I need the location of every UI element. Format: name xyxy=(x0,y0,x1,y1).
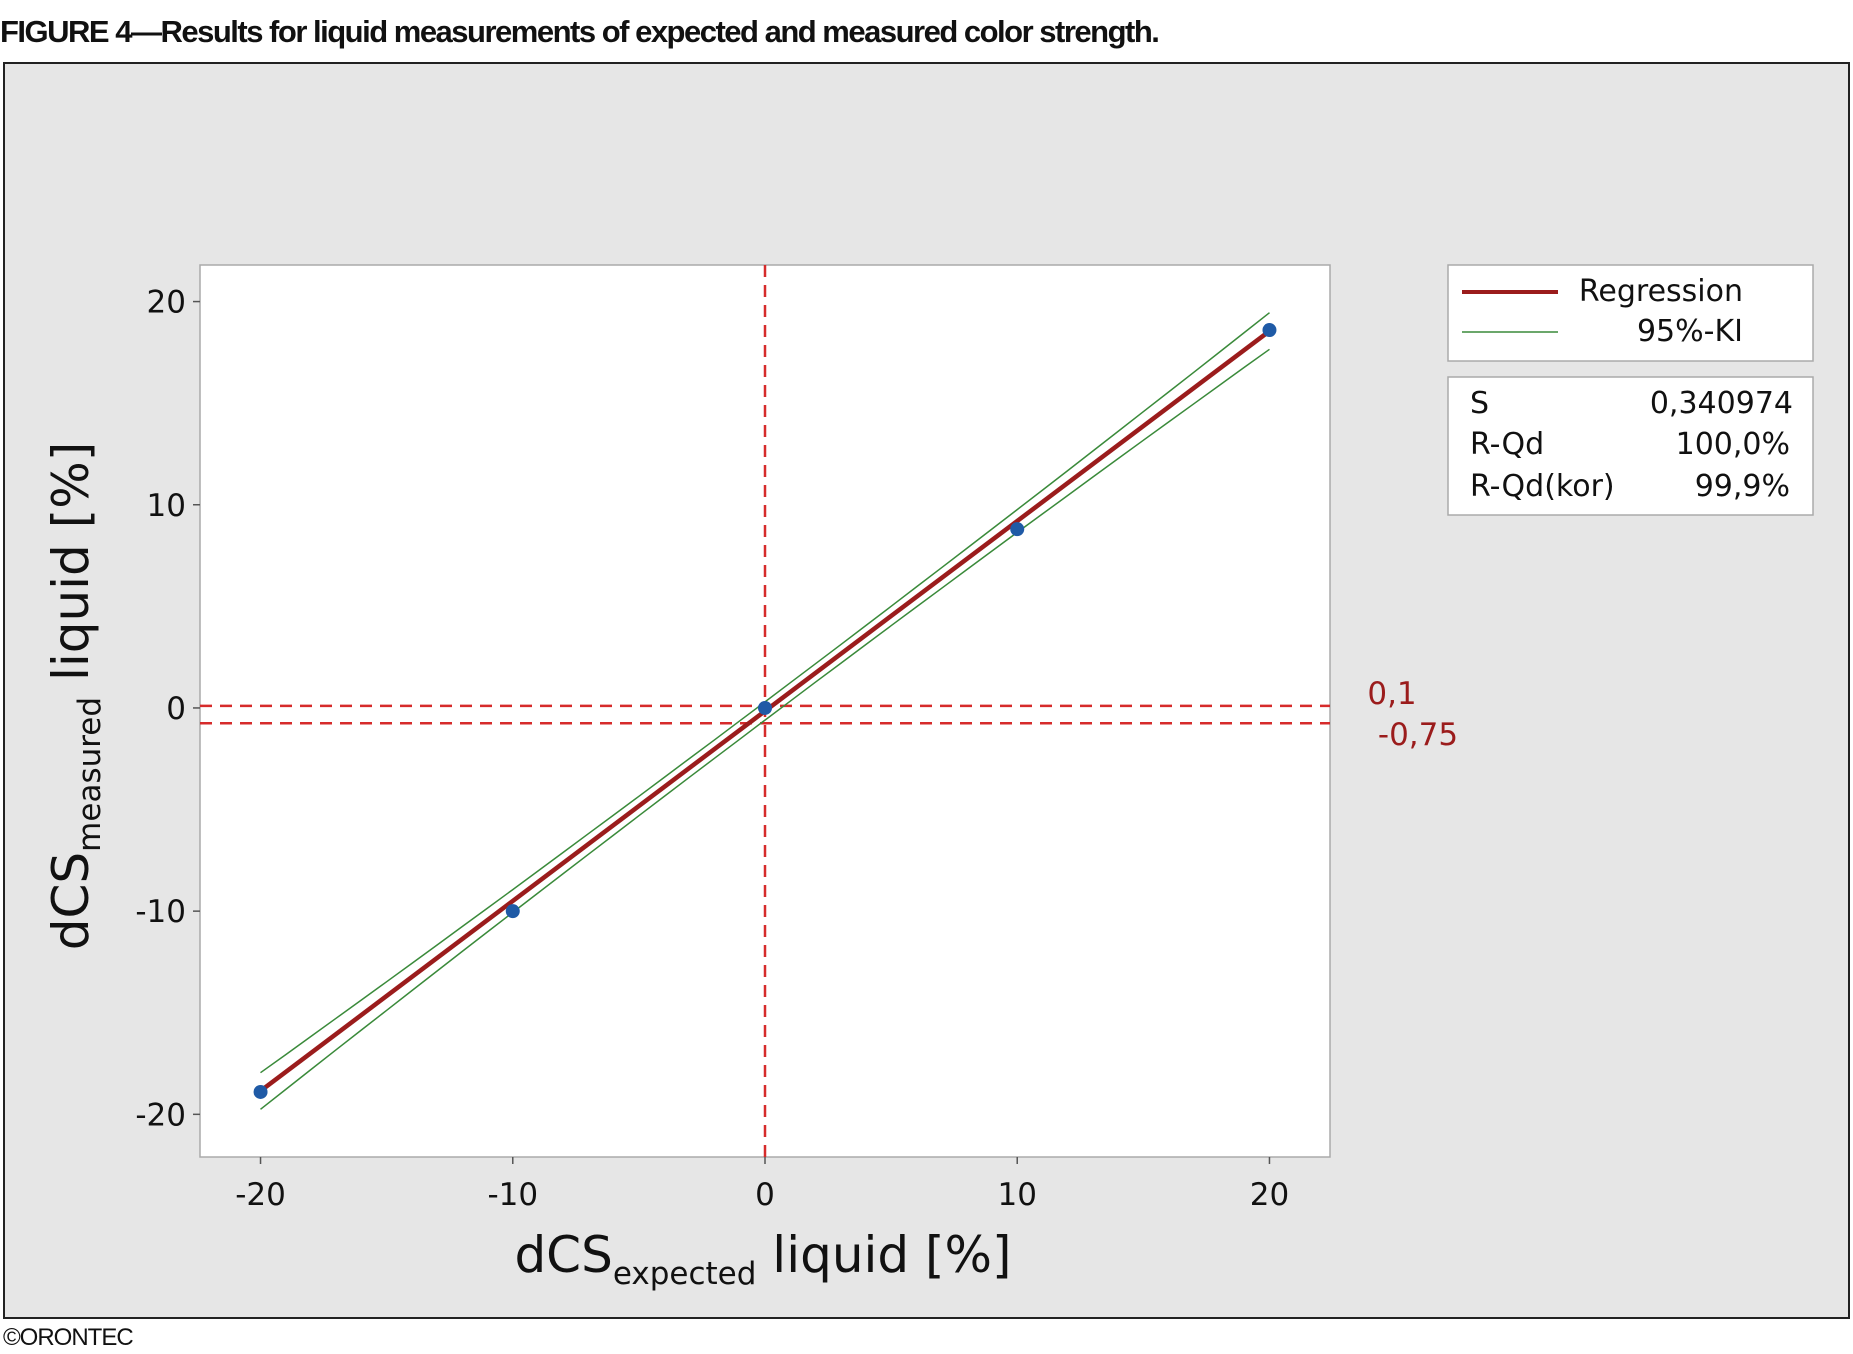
x-axis-label: dCSexpected liquid [%] xyxy=(514,1226,1011,1292)
data-point xyxy=(505,904,520,919)
stat-label: R-Qd xyxy=(1470,427,1544,462)
data-point xyxy=(253,1084,268,1099)
y-tick-label: 10 xyxy=(147,488,186,524)
legend-box xyxy=(1447,264,1814,362)
stat-value: 0,340974 xyxy=(1650,386,1793,421)
series xyxy=(253,312,1277,1110)
legend-label-ci: 95%-KI xyxy=(1637,314,1743,349)
data-point xyxy=(1262,323,1277,338)
stat-label: S xyxy=(1470,386,1489,421)
legend-label-regression: Regression xyxy=(1579,274,1743,309)
stat-value: 100,0% xyxy=(1676,427,1790,462)
y-tick-label: 20 xyxy=(147,285,186,321)
reference-line-label: 0,1 xyxy=(1367,676,1416,712)
data-point xyxy=(1010,522,1025,537)
axis-ticks: -20 -10 0 10 20 -20 -10 0 10 20 xyxy=(135,285,1289,1213)
data-point xyxy=(758,700,772,715)
x-tick-label: -20 xyxy=(235,1177,286,1213)
stat-label: R-Qd(kor) xyxy=(1470,469,1615,504)
x-tick-label: 20 xyxy=(1250,1177,1289,1213)
stats-box: S 0,340974 R-Qd 100,0% R-Qd(kor) 99,9% xyxy=(1447,376,1814,516)
reference-line-label: -0,75 xyxy=(1378,717,1458,753)
legend: Regression 95%-KI xyxy=(1447,264,1814,362)
credit: ©ORONTEC xyxy=(3,1324,133,1351)
stat-value: 99,9% xyxy=(1695,469,1790,504)
x-tick-label: 10 xyxy=(998,1177,1037,1213)
ci-lower-line xyxy=(260,348,1270,1110)
figure-title: FIGURE 4—Results for liquid measurements… xyxy=(0,14,1158,49)
x-tick-label: 0 xyxy=(755,1177,775,1213)
y-axis-label: dCSmeasured liquid [%] xyxy=(42,442,108,950)
y-tick-label: -10 xyxy=(135,894,186,930)
y-tick-label: -20 xyxy=(135,1097,186,1133)
y-tick-label: 0 xyxy=(166,691,186,727)
x-tick-label: -10 xyxy=(487,1177,538,1213)
